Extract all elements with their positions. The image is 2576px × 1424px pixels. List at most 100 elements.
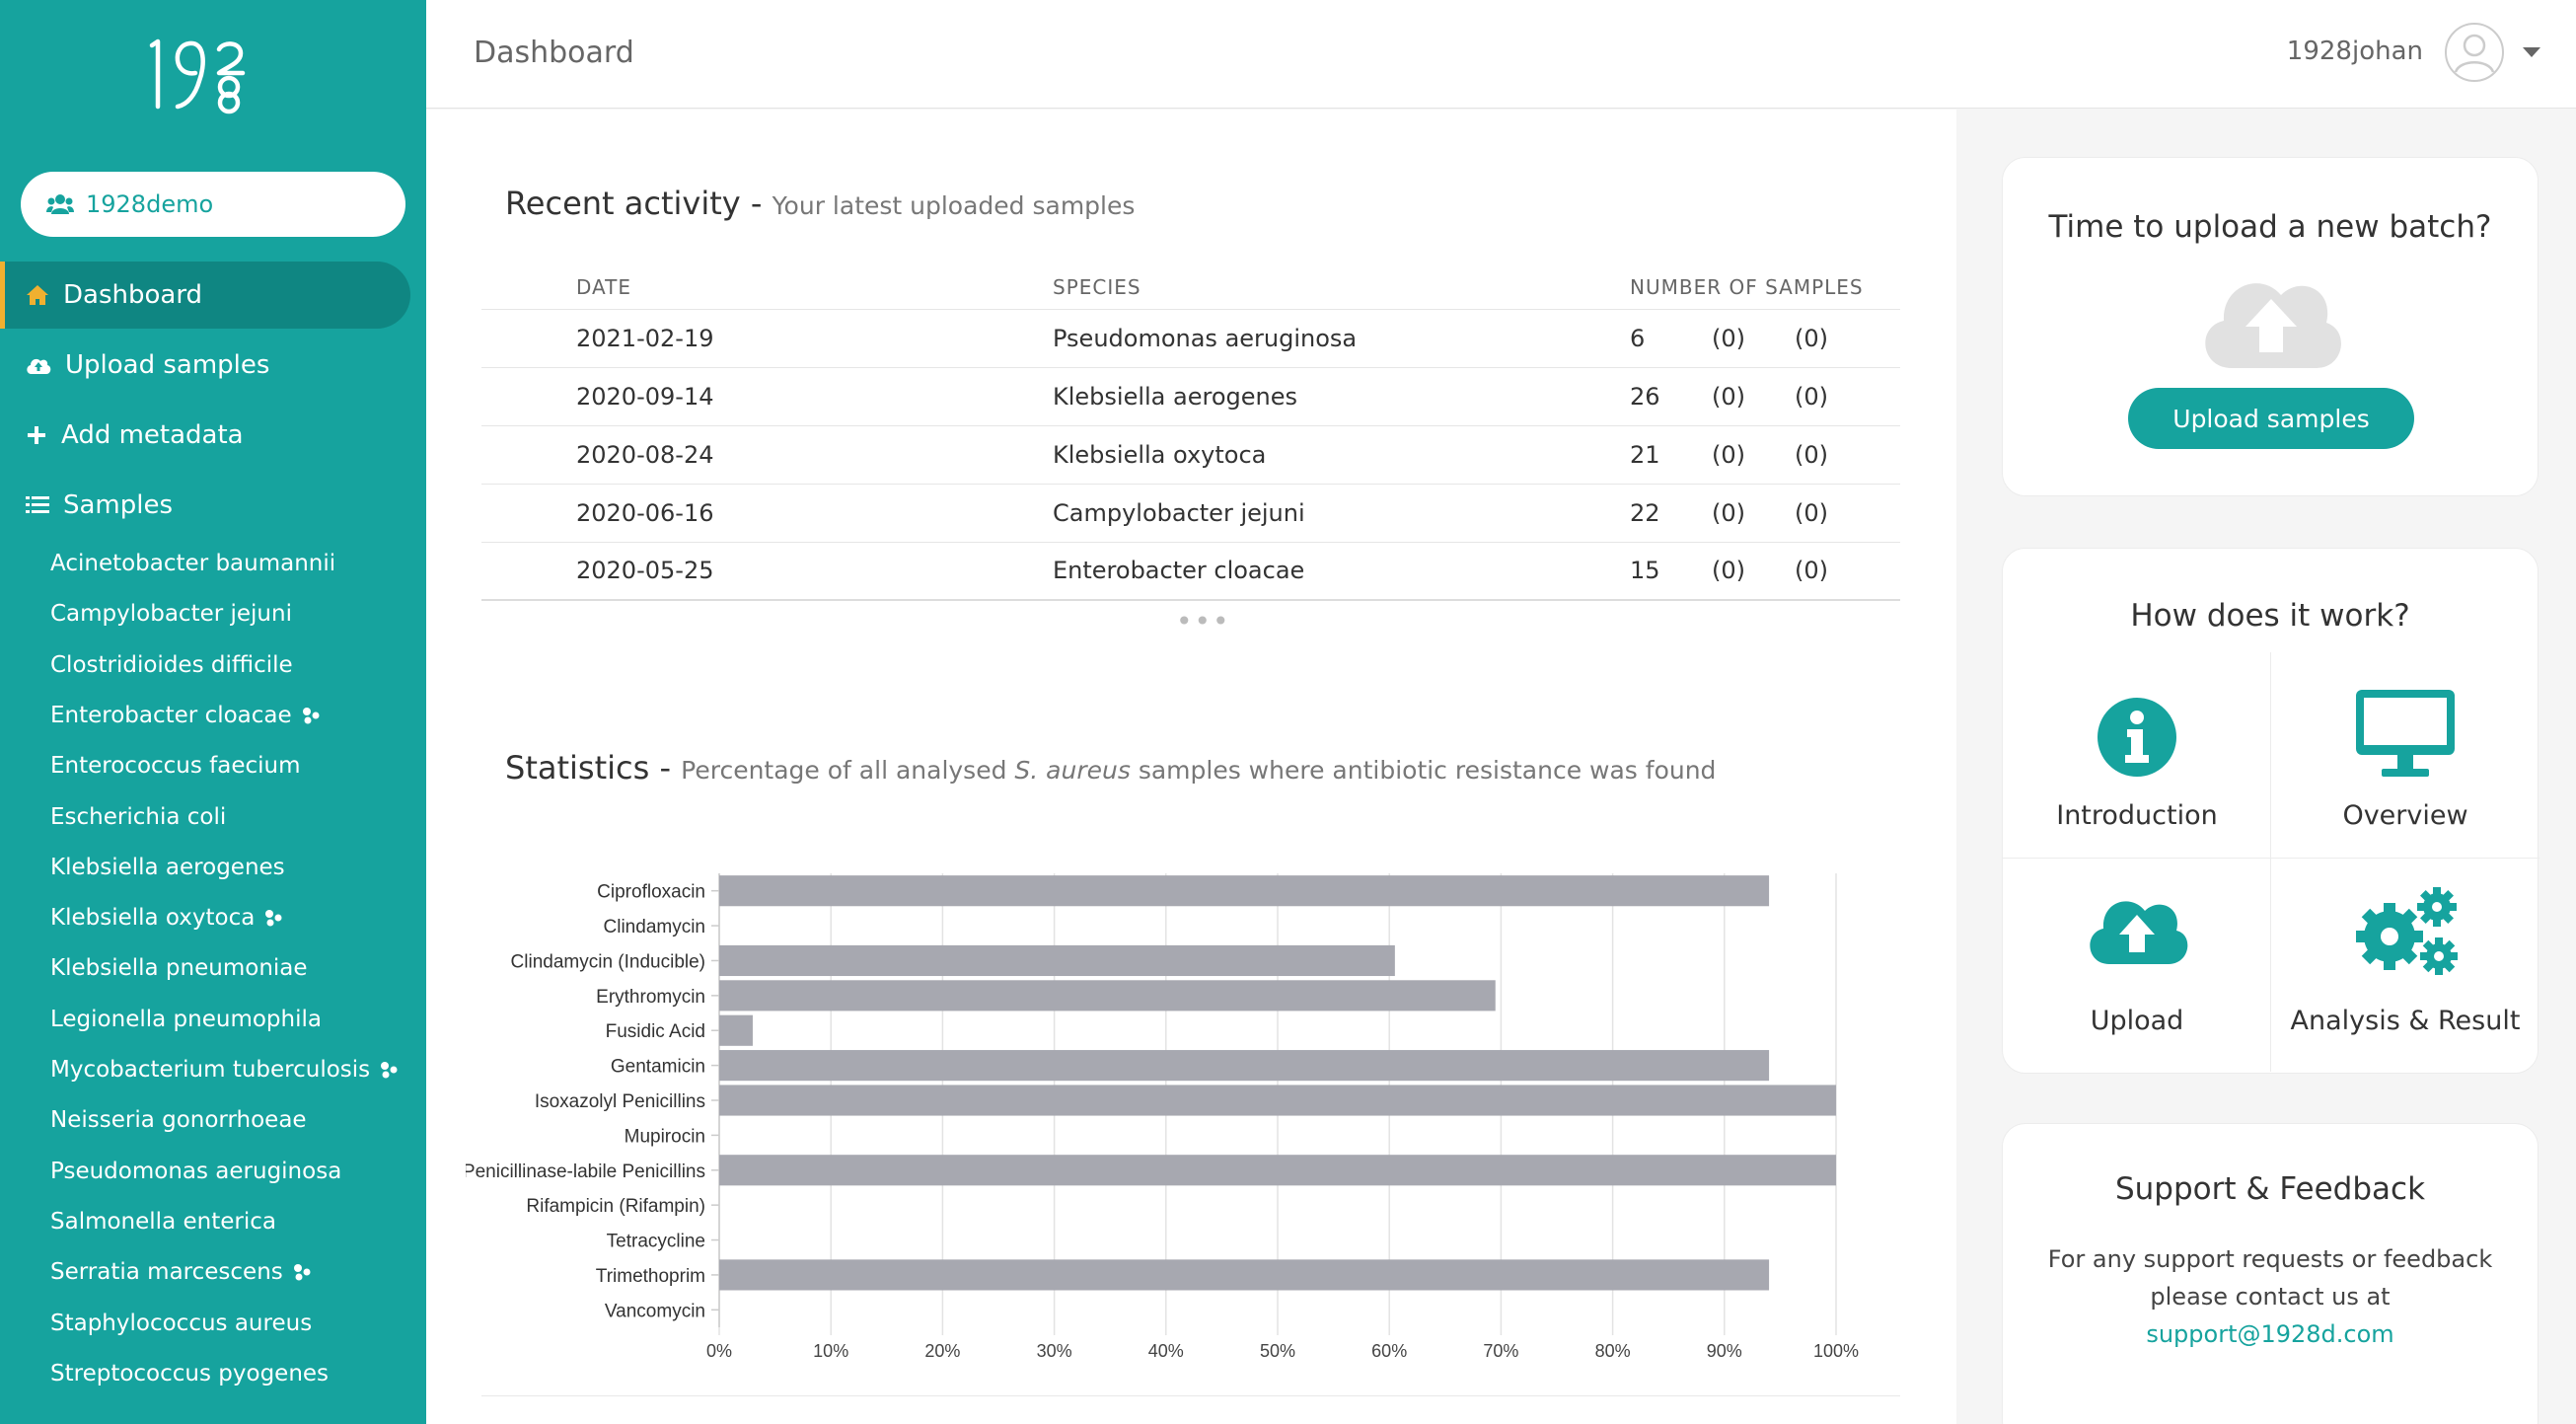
- row-date-link[interactable]: 2021-02-19: [576, 309, 1053, 368]
- row-pending-count: (0): [1795, 425, 1900, 485]
- sample-list-item-label: Streptococcus pyogenes: [50, 1360, 330, 1387]
- logo-1928-icon[interactable]: [144, 36, 282, 114]
- row-species: Klebsiella oxytoca: [1053, 425, 1630, 485]
- table-row[interactable]: 2020-09-14 Klebsiella aerogenes 26 (0) (0): [481, 367, 1900, 426]
- row-species: Campylobacter jejuni: [1053, 484, 1630, 543]
- support-card: Support & Feedback For any support reque…: [2002, 1123, 2539, 1424]
- sample-list-item[interactable]: Clostridioides difficile: [50, 645, 293, 685]
- sample-list-item-label: Clostridioides difficile: [50, 651, 293, 678]
- info-icon: [2098, 698, 2176, 777]
- sample-list-item[interactable]: Acinetobacter baumannii: [50, 544, 335, 583]
- row-pending-count: (0): [1795, 367, 1900, 426]
- sample-list-item-label: Enterococcus faecium: [50, 753, 301, 780]
- table-row[interactable]: 2020-08-24 Klebsiella oxytoca 21 (0) (0): [481, 425, 1900, 485]
- bar: [719, 1085, 1836, 1116]
- user-avatar-icon[interactable]: [2444, 22, 2505, 83]
- user-menu-chevron-down-icon[interactable]: [2523, 47, 2540, 57]
- main-content: Recent activity - Your latest uploaded s…: [426, 110, 1956, 1424]
- x-tick-label: 20%: [924, 1341, 960, 1361]
- y-tick-label: Fusidic Acid: [606, 1021, 705, 1042]
- column-header-number-of-samples: NUMBER OF SAMPLES: [1630, 265, 1900, 310]
- y-tick-label: Clindamycin: [604, 917, 705, 937]
- page-title: Dashboard: [474, 36, 634, 70]
- show-more-ellipsis[interactable]: •••: [1176, 605, 1231, 637]
- statistics-subtitle-species: S. aureus: [1014, 756, 1131, 785]
- row-date-link[interactable]: 2020-08-24: [576, 425, 1053, 485]
- row-date-link[interactable]: 2020-05-25: [576, 542, 1053, 601]
- gears-icon: [2356, 887, 2458, 975]
- organization-selector[interactable]: 1928demo: [21, 172, 405, 237]
- sample-list-item[interactable]: Klebsiella aerogenes: [50, 848, 285, 887]
- nav-dashboard[interactable]: Dashboard: [0, 262, 410, 329]
- top-header: Dashboard 1928johan: [426, 0, 2576, 109]
- sample-list-item[interactable]: Legionella pneumophila: [50, 1000, 322, 1039]
- sample-list-item-label: Serratia marcescens: [50, 1259, 283, 1286]
- sample-list-item[interactable]: Staphylococcus aureus: [50, 1304, 312, 1343]
- upload-samples-button[interactable]: Upload samples: [2128, 388, 2414, 449]
- how-it-works-card: How does it work? Introduction Overview …: [2002, 548, 2539, 1074]
- row-spacer: [481, 309, 576, 368]
- cloud-upload-icon: [2205, 283, 2341, 368]
- y-tick-label: Erythromycin: [596, 987, 705, 1008]
- sample-list-item[interactable]: Enterococcus faecium: [50, 746, 301, 786]
- statistics-subtitle: Percentage of all analysed S. aureus sam…: [681, 756, 1716, 785]
- row-pending-count: (0): [1795, 542, 1900, 601]
- sample-list-item[interactable]: Serratia marcescens: [50, 1252, 311, 1292]
- row-spacer: [481, 484, 576, 543]
- row-resistant-count: (0): [1712, 484, 1795, 543]
- how-upload[interactable]: Upload: [2003, 858, 2271, 1063]
- sample-list-item[interactable]: Streptococcus pyogenes: [50, 1354, 329, 1393]
- row-date-link[interactable]: 2020-09-14: [576, 367, 1053, 426]
- row-date-link[interactable]: 2020-06-16: [576, 484, 1053, 543]
- sample-list-item[interactable]: Klebsiella pneumoniae: [50, 948, 308, 988]
- table-header-spacer: [481, 265, 576, 310]
- how-analysis-result[interactable]: Analysis & Result: [2271, 858, 2539, 1063]
- upload-card: Time to upload a new batch? Upload sampl…: [2002, 157, 2539, 496]
- sample-list-item[interactable]: Pseudomonas aeruginosa: [50, 1152, 341, 1191]
- sample-list-item-label: Acinetobacter baumannii: [50, 551, 336, 576]
- sample-list-item-label: Klebsiella oxytoca: [50, 905, 256, 932]
- y-tick-label: Tetracycline: [607, 1232, 705, 1252]
- sample-list-item[interactable]: Campylobacter jejuni: [50, 594, 292, 634]
- cloud-upload-icon: [2090, 901, 2188, 964]
- statistics-subtitle-post: samples where antibiotic resistance was …: [1130, 756, 1717, 785]
- row-pending-count: (0): [1795, 309, 1900, 368]
- nav-upload-samples[interactable]: Upload samples: [0, 332, 410, 399]
- row-spacer: [481, 425, 576, 485]
- y-tick-label: Isoxazolyl Penicillins: [535, 1091, 705, 1112]
- resistance-bar-chart: 0% 10% 20% 30% 40% 50% 60% 70% 80% 90% 100% Ciprofl…: [466, 873, 1859, 1361]
- table-row[interactable]: 2020-06-16 Campylobacter jejuni 22 (0) (0): [481, 484, 1900, 543]
- row-count: 21: [1630, 425, 1712, 485]
- sample-list-item[interactable]: Escherichia coli: [50, 797, 226, 837]
- sample-list-item[interactable]: Salmonella enterica: [50, 1202, 276, 1241]
- nav-upload-samples-label: Upload samples: [65, 350, 270, 380]
- home-icon: [27, 285, 48, 305]
- nav-samples[interactable]: Samples: [0, 472, 410, 539]
- sample-list-item-label: Campylobacter jejuni: [50, 601, 292, 628]
- statistics-heading: Statistics - Percentage of all analysed …: [505, 749, 1717, 787]
- sample-list-item[interactable]: Mycobacterium tuberculosis: [50, 1050, 398, 1089]
- x-tick-label: 30%: [1037, 1341, 1072, 1361]
- share-nodes-icon: [381, 1062, 398, 1079]
- nav-add-metadata[interactable]: Add metadata: [0, 402, 410, 469]
- how-overview[interactable]: Overview: [2271, 652, 2539, 858]
- table-row[interactable]: 2020-05-25 Enterobacter cloacae 15 (0) (0): [481, 542, 1900, 601]
- how-upload-label: Upload: [2090, 1006, 2184, 1036]
- sample-list-item[interactable]: Klebsiella oxytoca: [50, 898, 282, 937]
- row-resistant-count: (0): [1712, 367, 1795, 426]
- sample-list-item-label: Neisseria gonorrhoeae: [50, 1107, 307, 1134]
- y-tick-label: Ciprofloxacin: [597, 882, 705, 903]
- support-email-link[interactable]: support@1928d.com: [2146, 1320, 2394, 1348]
- statistics-title: Statistics: [505, 749, 650, 787]
- how-introduction[interactable]: Introduction: [2003, 652, 2271, 858]
- grid-divider-horizontal: [2003, 858, 2539, 859]
- x-tick-label: 40%: [1148, 1341, 1184, 1361]
- sample-list-item[interactable]: Enterobacter cloacae: [50, 696, 320, 735]
- user-name[interactable]: 1928johan: [2286, 37, 2423, 66]
- x-tick-label: 80%: [1595, 1341, 1631, 1361]
- sample-list-item[interactable]: Neisseria gonorrhoeae: [50, 1100, 307, 1140]
- grid-divider-vertical: [2270, 652, 2271, 1072]
- table-row[interactable]: 2021-02-19 Pseudomonas aeruginosa 6 (0) (0): [481, 309, 1900, 368]
- cloud-upload-icon: [27, 358, 51, 374]
- nav-add-metadata-label: Add metadata: [61, 420, 244, 450]
